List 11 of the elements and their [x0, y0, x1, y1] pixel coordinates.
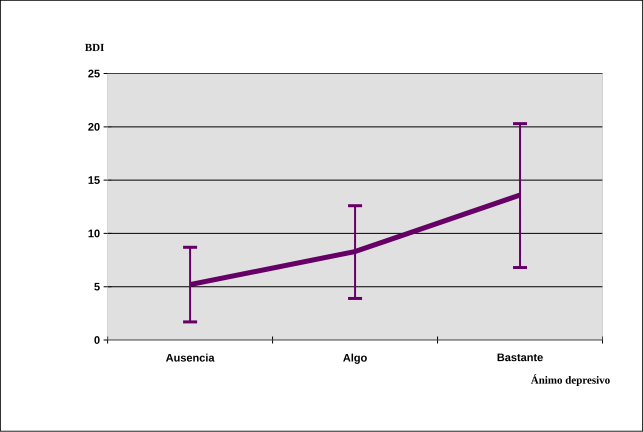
x-tick-label: Bastante	[498, 354, 543, 362]
y-tick-label: 20	[88, 123, 100, 131]
y-tick-label: 0	[94, 336, 100, 344]
x-tick-label: Algo	[343, 354, 367, 364]
y-tick-label: 15	[88, 176, 100, 184]
y-tick-label: 10	[88, 230, 100, 238]
x-tick-label: Ausencia	[166, 354, 215, 362]
y-tick-label: 25	[88, 70, 100, 78]
x-axis-title: Ánimo depresivo	[530, 374, 610, 386]
y-tick-label: 5	[94, 283, 100, 291]
chart-title: BDI	[85, 44, 104, 52]
